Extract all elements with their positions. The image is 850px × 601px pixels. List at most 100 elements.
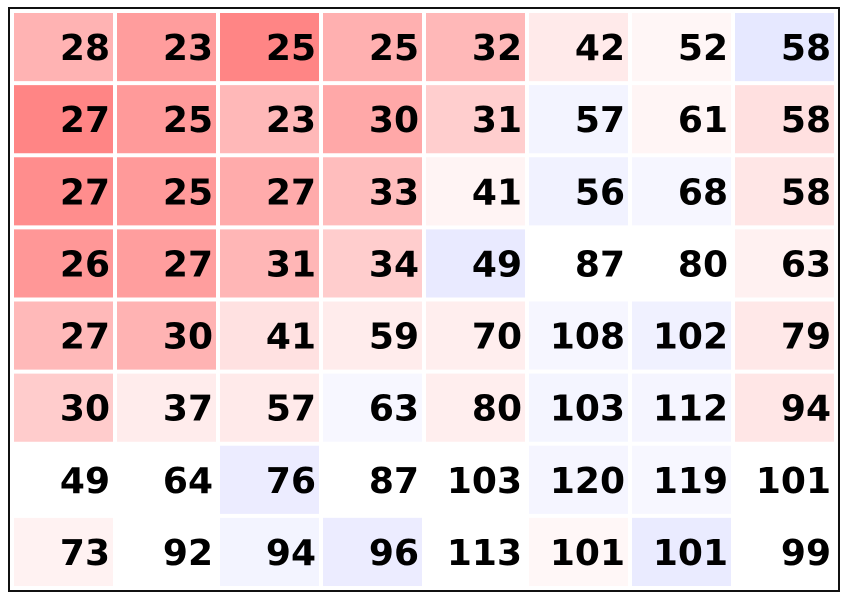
heatmap-cell: 34 [323,229,422,298]
heatmap-cell-fill [529,301,628,370]
heatmap-cell-value: 28 [60,28,110,69]
heatmap-cell: 94 [735,373,834,442]
heatmap-cell: 63 [323,373,422,442]
heatmap-cell-value: 42 [575,28,625,69]
heatmap-cell: 31 [220,229,319,298]
heatmap-cell-fill [632,157,731,226]
heatmap-cell-fill [735,13,834,82]
heatmap-cell: 112 [632,373,731,442]
heatmap-cell-fill [426,157,525,226]
heatmap-cell: 57 [220,373,319,442]
heatmap-cell-value: 30 [369,100,419,141]
heatmap-cell-value: 103 [550,389,625,430]
heatmap-cell: 63 [735,229,834,298]
heatmap-cell-fill [529,13,628,82]
heatmap-cell-value: 41 [266,317,316,358]
heatmap-cell-value: 73 [60,533,110,574]
heatmap-cell: 26 [14,229,113,298]
heatmap-cell-fill [323,13,422,82]
heatmap-cell-fill [426,301,525,370]
heatmap-cell-value: 58 [781,100,831,141]
heatmap-cell-fill [323,85,422,154]
heatmap-cell-fill [632,13,731,82]
heatmap-cell-value: 27 [60,317,110,358]
heatmap-cell-value: 102 [653,317,728,358]
heatmap-cell: 92 [117,517,216,586]
heatmap-cell: 25 [117,85,216,154]
heatmap-cell-value: 94 [266,533,316,574]
heatmap-cell-value: 57 [266,389,316,430]
heatmap-cell-value: 26 [60,244,110,285]
heatmap-cell-value: 80 [678,244,728,285]
heatmap-cell-fill [529,517,628,586]
heatmap-cell: 37 [117,373,216,442]
heatmap-cell-fill [426,373,525,442]
heatmap-cell: 41 [220,301,319,370]
heatmap-cell-value: 31 [266,244,316,285]
heatmap-cell-fill [529,373,628,442]
heatmap-cell: 30 [14,373,113,442]
heatmap-cell-value: 63 [369,389,419,430]
heatmap-cell-fill [632,229,731,298]
heatmap-cell-fill [323,517,422,586]
heatmap-cell: 94 [220,517,319,586]
heatmap-grid: 28 23 25 25 32 42 52 58 27 25 23 30 31 57 61 58 27 25 27 33… [14,13,834,586]
heatmap-cell-fill [117,157,216,226]
heatmap-cell-value: 80 [472,389,522,430]
heatmap-cell: 49 [14,445,113,514]
heatmap-cell-value: 70 [472,317,522,358]
heatmap-cell: 96 [323,517,422,586]
heatmap-cell: 52 [632,13,731,82]
heatmap-cell-fill [632,517,731,586]
heatmap-cell-value: 92 [163,533,213,574]
heatmap-cell: 108 [529,301,628,370]
heatmap-cell: 101 [735,445,834,514]
heatmap-cell-fill [14,445,113,514]
heatmap-cell: 30 [323,85,422,154]
heatmap-cell-value: 33 [369,172,419,213]
heatmap-cell-value: 108 [550,317,625,358]
heatmap-cell: 23 [117,13,216,82]
heatmap-cell: 113 [426,517,525,586]
heatmap-cell-value: 113 [447,533,522,574]
heatmap-cell-value: 27 [163,244,213,285]
heatmap-cell: 101 [632,517,731,586]
heatmap-cell: 25 [117,157,216,226]
heatmap-cell: 56 [529,157,628,226]
heatmap-cell: 25 [220,13,319,82]
heatmap-cell: 27 [220,157,319,226]
heatmap-cell-fill [529,445,628,514]
heatmap-cell-fill [14,301,113,370]
heatmap-cell-fill [220,229,319,298]
heatmap-cell: 80 [632,229,731,298]
heatmap-cell-value: 96 [369,533,419,574]
heatmap-cell-fill [323,229,422,298]
heatmap-cell: 30 [117,301,216,370]
heatmap-cell: 64 [117,445,216,514]
heatmap-cell-value: 25 [163,100,213,141]
heatmap-cell-value: 25 [266,28,316,69]
heatmap-cell-fill [220,85,319,154]
heatmap-cell: 31 [426,85,525,154]
heatmap-cell-fill [426,445,525,514]
heatmap-cell-fill [426,517,525,586]
heatmap-cell: 25 [323,13,422,82]
heatmap-cell-value: 101 [653,533,728,574]
heatmap-cell-value: 79 [781,317,831,358]
heatmap-cell-fill [14,229,113,298]
heatmap-cell: 27 [117,229,216,298]
heatmap-cell: 27 [14,301,113,370]
heatmap-cell-fill [14,13,113,82]
heatmap-cell: 101 [529,517,628,586]
heatmap-cell: 27 [14,85,113,154]
heatmap-cell: 87 [529,229,628,298]
heatmap-cell: 68 [632,157,731,226]
heatmap-cell-fill [632,373,731,442]
heatmap-cell-value: 37 [163,389,213,430]
heatmap-cell-value: 87 [369,461,419,502]
heatmap-cell-value: 23 [163,28,213,69]
heatmap-cell-fill [117,229,216,298]
heatmap-cell-value: 32 [472,28,522,69]
heatmap-cell-value: 63 [781,244,831,285]
heatmap-cell-value: 57 [575,100,625,141]
